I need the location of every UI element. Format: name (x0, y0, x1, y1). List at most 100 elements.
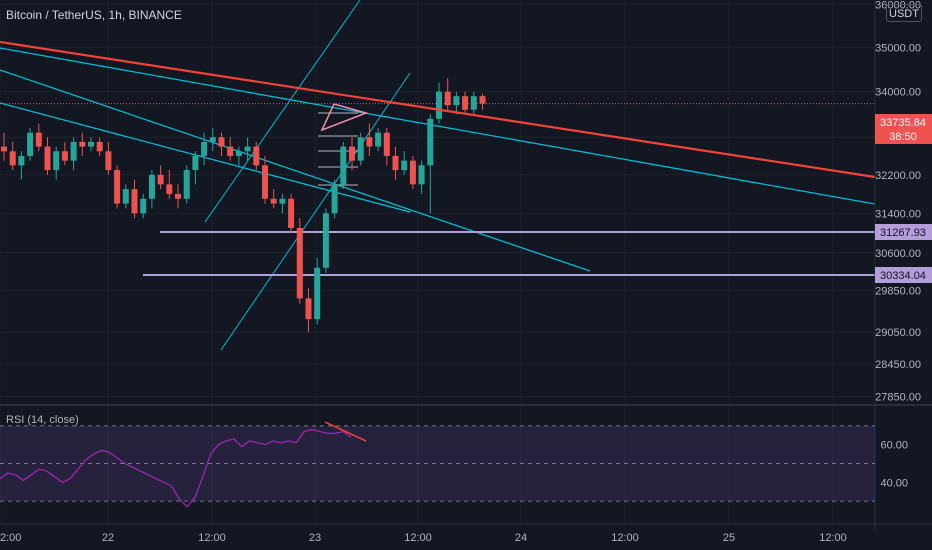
pennant-triangle (320, 103, 369, 132)
trendline-1 (0, 47, 876, 205)
candle-body-36 (314, 267, 321, 320)
candle-body-24 (209, 137, 216, 142)
candle-body-37 (322, 213, 329, 268)
candle-body-50 (436, 91, 442, 119)
price-tick-10: 27850.00 (875, 392, 921, 404)
candle-body-35 (305, 298, 312, 320)
candle-body-11 (96, 141, 103, 152)
candle-body-8 (70, 141, 77, 161)
candle-body-49 (427, 118, 434, 166)
candle-body-12 (105, 151, 112, 171)
candle-body-5 (44, 146, 51, 171)
candle-body-6 (53, 151, 60, 171)
candle-body-52 (453, 96, 460, 106)
current-price-value: 33735.84 (880, 117, 926, 129)
price-axis-labels: 36000.0035000.0034000.0033000.0032200.00… (875, 0, 921, 404)
candle-body-15 (131, 189, 138, 214)
time-axis-labels: 2:00 22 12:00 23 12:00 24 12:00 25 12:00 (0, 532, 847, 544)
drawing-tools[interactable] (0, 0, 876, 351)
rsi-indicator-label[interactable]: RSI (14, close) (6, 414, 79, 426)
price-tick-2: 34000.00 (875, 87, 921, 99)
price-axis[interactable] (875, 0, 932, 530)
candle-body-43 (375, 132, 382, 147)
candle-body-55 (479, 96, 486, 104)
rsi-pane (0, 421, 875, 508)
price-tick-6: 30600.00 (875, 248, 921, 260)
candle-body-7 (61, 151, 68, 161)
candle-body-33 (288, 198, 295, 228)
candle-body-23 (201, 141, 208, 156)
time-tick-0: 2:00 (0, 532, 21, 544)
time-tick-7: 25 (723, 532, 735, 544)
candle-body-40 (349, 146, 355, 161)
candle-body-45 (392, 155, 399, 171)
price-tick-5: 31400.00 (875, 208, 921, 220)
candle-body-14 (122, 189, 129, 204)
candle-body-16 (140, 198, 147, 214)
rsi-line (0, 428, 352, 508)
channel-upper-line (204, 0, 361, 223)
candle-body-41 (357, 137, 364, 161)
candles (1, 78, 486, 333)
drawing-overlays[interactable] (0, 40, 876, 179)
price-tick-4: 32200.00 (875, 170, 921, 182)
candle-body-3 (27, 132, 34, 156)
time-tick-2: 12:00 (198, 532, 226, 544)
candle-body-28 (244, 146, 251, 152)
time-tick-8: 12:00 (819, 532, 847, 544)
level-tag-1-text: 31267.93 (880, 227, 926, 239)
candle-body-17 (148, 174, 155, 199)
time-tick-6: 12:00 (611, 532, 639, 544)
candle-body-1 (9, 151, 16, 166)
rsi-axis-labels: 60.00 40.00 (880, 440, 908, 490)
candle-body-10 (88, 141, 94, 147)
time-tick-3: 23 (309, 532, 321, 544)
trendline-2 (0, 69, 591, 272)
candle-body-22 (192, 155, 199, 171)
time-tick-5: 24 (515, 532, 527, 544)
level-tag-2: 30334.04 (875, 267, 932, 283)
price-tick-1: 35000.00 (875, 42, 921, 54)
candle-body-18 (157, 174, 164, 185)
time-tick-4: 12:00 (404, 532, 432, 544)
candle-body-34 (296, 227, 303, 299)
level-tag-1: 31267.93 (875, 224, 932, 240)
bar-countdown: 38:50 (889, 131, 917, 143)
rsi-divergence-line (324, 421, 367, 442)
candle-body-42 (366, 137, 373, 147)
rsi-tick-0: 60.00 (880, 440, 908, 452)
candle-body-31 (270, 198, 277, 204)
candle-body-27 (235, 151, 242, 156)
current-price-tag: 33735.84 38:50 (875, 114, 932, 144)
currency-button[interactable]: USDT (886, 4, 922, 22)
candle-body-54 (470, 96, 477, 110)
candle-body-44 (383, 132, 390, 156)
resistance-line (0, 40, 876, 179)
rsi-tick-1: 40.00 (880, 477, 908, 489)
candle-body-38 (331, 184, 338, 214)
candle-body-32 (279, 198, 286, 204)
candle-body-46 (401, 160, 408, 171)
symbol-title[interactable]: Bitcoin / TetherUS, 1h, BINANCE (6, 8, 182, 22)
candle-body-39 (340, 146, 347, 185)
candle-body-9 (79, 141, 86, 147)
level-tag-2-text: 30334.04 (880, 270, 926, 282)
candle-body-19 (166, 184, 173, 194)
candle-body-29 (253, 146, 260, 166)
candle-body-26 (227, 146, 234, 156)
trendline-3 (0, 102, 411, 213)
price-tick-9: 28450.00 (875, 359, 921, 371)
candle-body-0 (1, 146, 7, 152)
candle-body-30 (262, 165, 268, 199)
price-tick-0: 36000.00 (875, 0, 921, 11)
candle-body-2 (18, 155, 25, 166)
candle-body-13 (114, 170, 121, 204)
candle-body-53 (462, 96, 469, 110)
price-tick-7: 29850.00 (875, 286, 921, 298)
candle-body-25 (218, 137, 225, 147)
time-tick-1: 22 (102, 532, 114, 544)
candle-body-47 (409, 160, 416, 185)
candle-body-4 (35, 132, 42, 147)
price-tick-8: 29050.00 (875, 327, 921, 339)
